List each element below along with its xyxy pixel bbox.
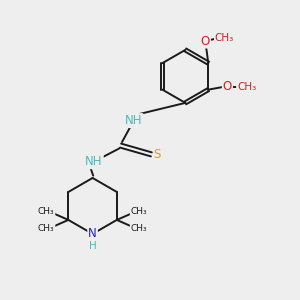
Text: CH₃: CH₃	[237, 82, 256, 92]
Text: CH₃: CH₃	[130, 207, 147, 216]
Text: S: S	[154, 148, 161, 161]
Text: NH: NH	[125, 114, 142, 127]
Text: O: O	[223, 80, 232, 93]
Text: N: N	[88, 227, 97, 240]
Text: O: O	[201, 34, 210, 48]
Text: H: H	[89, 241, 97, 251]
Text: NH: NH	[85, 155, 103, 168]
Text: CH₃: CH₃	[38, 207, 55, 216]
Text: CH₃: CH₃	[215, 32, 234, 43]
Text: CH₃: CH₃	[130, 224, 147, 233]
Text: CH₃: CH₃	[38, 224, 55, 233]
